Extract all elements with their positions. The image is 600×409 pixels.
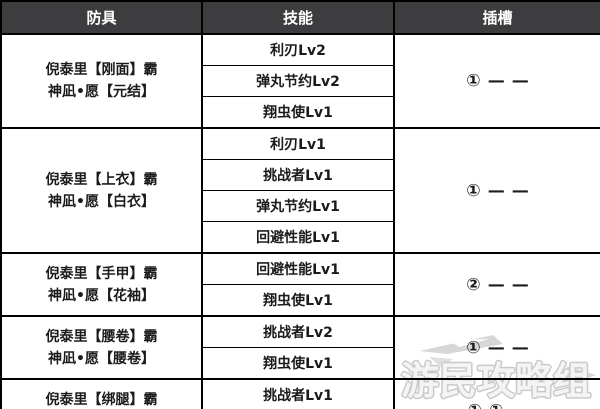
armor-name-cell: 倪泰里【手甲】霸 神凪•愿【花袖】: [0, 252, 203, 317]
skill-cell: 翔虫使Lv1: [201, 96, 395, 129]
slot-cell: ①——: [393, 315, 600, 380]
table-row: 倪泰里【腰卷】霸 神凪•愿【腰卷】 挑战者Lv2 ①——: [0, 315, 600, 380]
armor-name-line1: 倪泰里【刚面】霸: [45, 62, 158, 78]
armor-name-line2: 神凪•愿【元结】: [48, 84, 155, 100]
table-row: 弹丸节约Lv1: [1, 190, 600, 222]
skill-cell: 回避性能Lv1: [201, 221, 395, 254]
skill-cell: 挑战者Lv1: [201, 159, 395, 191]
armor-name-line1: 倪泰里【绑腿】霸: [45, 391, 158, 408]
armor-name-cell: 倪泰里【绑腿】霸 神凪•愿【绯袴】: [0, 378, 203, 409]
armor-name-cell: 倪泰里【上衣】霸 神凪•愿【白衣】: [0, 127, 203, 254]
slot-cell: ①①—: [393, 378, 600, 409]
table-row: 回避性能Lv1: [1, 221, 600, 254]
armor-name-line2: 神凪•愿【白衣】: [48, 193, 155, 210]
table-row: 弹丸节约Lv2: [1, 65, 600, 97]
slot-cell: ①——: [393, 127, 600, 254]
armor-name-line2: 神凪•愿【花袖】: [48, 287, 155, 304]
slot-cell: ②——: [393, 252, 600, 317]
armor-name-line1: 倪泰里【腰卷】霸: [45, 328, 158, 345]
skill-cell: 弹丸节约Lv2: [201, 65, 395, 97]
skill-cell: 挑战者Lv1: [201, 378, 395, 409]
skill-cell: 利刃Lv2: [201, 33, 395, 66]
skill-cell: 挑战者Lv2: [201, 315, 395, 348]
header-row: 防具 技能 插槽: [0, 0, 600, 35]
table-row: 倪泰里【刚面】霸 神凪•愿【元结】 利刃Lv2 ①——: [0, 33, 600, 129]
table-row: 翔虫使Lv1: [1, 96, 600, 129]
table-row: 倪泰里【上衣】霸 神凪•愿【白衣】 利刃Lv1 ①——: [0, 127, 600, 254]
table-row: 倪泰里【绑腿】霸 神凪•愿【绯袴】 挑战者Lv1 ①①—: [0, 378, 600, 409]
armor-name-line1: 倪泰里【手甲】霸: [45, 265, 158, 282]
armor-name-line1: 倪泰里【上衣】霸: [45, 171, 158, 188]
skill-cell: 翔虫使Lv1: [201, 284, 395, 317]
skill-cell: 回避性能Lv1: [201, 252, 395, 285]
table-row: 翔虫使Lv1: [1, 347, 600, 380]
header-cell-armor: 防具: [0, 0, 203, 35]
armor-name-line2: 神凪•愿【腰卷】: [48, 350, 155, 367]
skill-cell: 弹丸节约Lv1: [201, 190, 395, 222]
armor-name-cell: 倪泰里【腰卷】霸 神凪•愿【腰卷】: [0, 315, 203, 380]
header-cell-skills: 技能: [201, 0, 395, 35]
header-cell-slots: 插槽: [393, 0, 600, 35]
armor-name-cell: 倪泰里【刚面】霸 神凪•愿【元结】: [0, 33, 203, 129]
skill-cell: 利刃Lv1: [201, 127, 395, 160]
table-row: 倪泰里【手甲】霸 神凪•愿【花袖】 回避性能Lv1 ②——: [0, 252, 600, 317]
slot-cell: ①——: [393, 33, 600, 129]
table-row: 挑战者Lv1: [1, 159, 600, 191]
skill-cell: 翔虫使Lv1: [201, 347, 395, 380]
